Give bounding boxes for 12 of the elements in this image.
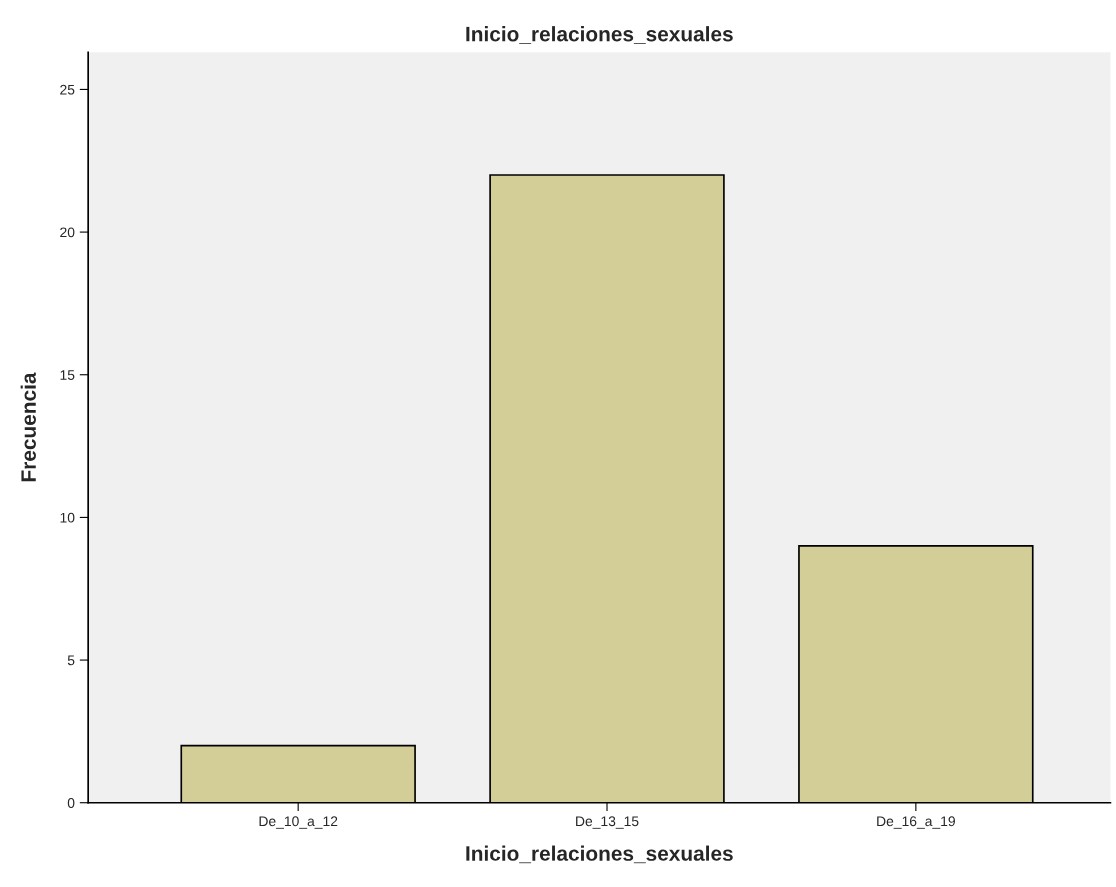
y-tick-label: 20 — [60, 227, 75, 238]
y-tick-label: 25 — [60, 84, 75, 95]
y-tick-label: 0 — [67, 798, 75, 808]
x-tick-label: De_10_a_12 — [259, 816, 338, 829]
x-tick-label: De_16_a_19 — [877, 816, 955, 829]
x-tick-label: De_13_15 — [576, 816, 639, 829]
chart-title: Inicio_relaciones_sexuales — [466, 26, 733, 44]
y-tick-label: 10 — [60, 512, 75, 523]
y-axis-title: Frecuencia — [20, 372, 36, 482]
y-tick-label: 15 — [60, 370, 75, 380]
x-axis-title: Inicio_relaciones_sexuales — [466, 845, 733, 864]
y-tick-label: 5 — [67, 655, 75, 666]
